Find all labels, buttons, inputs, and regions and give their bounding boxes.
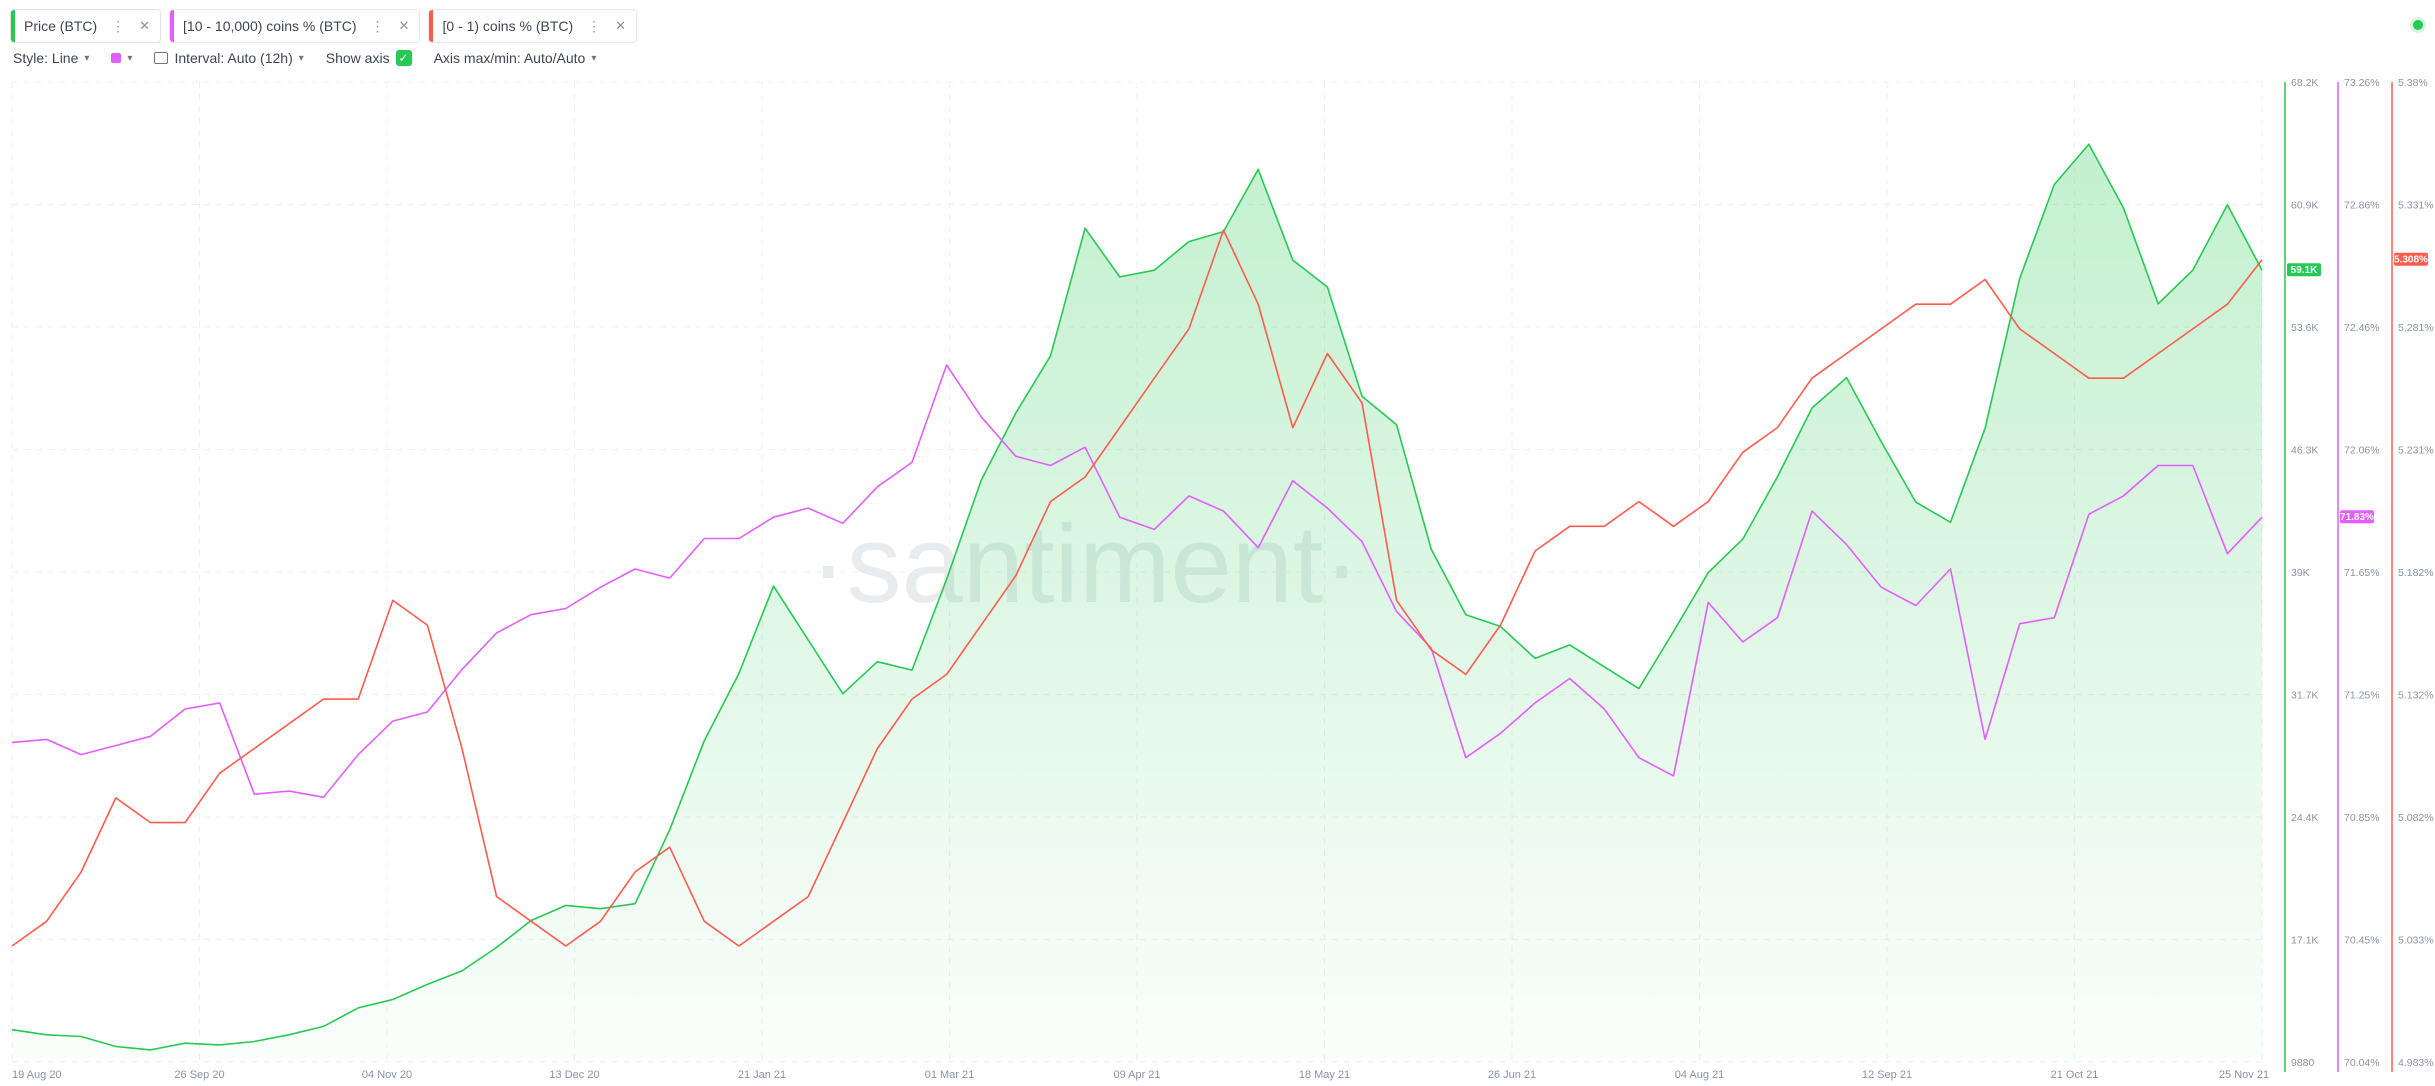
y-tick-label: 31.7K: [2291, 690, 2318, 702]
more-options-icon[interactable]: ⋮: [370, 17, 385, 34]
color-picker[interactable]: ▾: [111, 53, 132, 64]
axis-range-dropdown[interactable]: Axis max/min: Auto/Auto ▾: [434, 50, 597, 66]
chart-canvas[interactable]: ·santiment· 68.2K60.9K53.6K46.3K39K31.7K…: [0, 72, 2435, 1086]
metric-tab-label: Price (BTC): [24, 18, 98, 34]
x-tick-label: 19 Aug 20: [12, 1069, 62, 1081]
current-value-label: 5.308%: [2394, 255, 2428, 266]
metric-tab-whale-holders[interactable]: [10 - 10,000) coins % (BTC) ⋮ ✕: [169, 9, 421, 43]
y-tick-label: 68.2K: [2291, 77, 2318, 89]
x-tick-label: 04 Nov 20: [362, 1069, 412, 1081]
y-tick-label: 5.082%: [2398, 812, 2434, 824]
plot-area: [11, 143, 2263, 1062]
interval-dropdown[interactable]: Interval: Auto (12h) ▾: [154, 50, 304, 66]
style-dropdown[interactable]: Style: Line ▾: [13, 50, 89, 66]
y-tick-label: 70.85%: [2344, 812, 2380, 824]
current-value-label: 71.83%: [2340, 512, 2374, 523]
y-tick-label: 39K: [2291, 567, 2310, 579]
x-tick-label: 26 Jun 21: [1488, 1069, 1536, 1081]
chevron-down-icon: ▾: [127, 52, 133, 64]
series-color-bar: [170, 10, 175, 42]
x-tick-label: 04 Aug 21: [1675, 1069, 1725, 1081]
y-tick-label: 72.06%: [2344, 445, 2380, 457]
y-tick-label: 70.04%: [2344, 1057, 2380, 1069]
x-tick-label: 18 May 21: [1299, 1069, 1350, 1081]
x-axis: 19 Aug 20 26 Sep 20 04 Nov 20 13 Dec 20 21 J…: [12, 1069, 2269, 1081]
y-tick-label: 9880: [2291, 1057, 2315, 1069]
y-tick-label: 71.25%: [2344, 690, 2380, 702]
x-tick-label: 21 Oct 21: [2051, 1069, 2099, 1081]
checkbox-checked-icon[interactable]: ✓: [395, 50, 412, 66]
show-axis-toggle[interactable]: Show axis ✓: [326, 50, 412, 66]
x-tick-label: 21 Jan 21: [738, 1069, 786, 1081]
y-tick-label: 70.45%: [2344, 935, 2380, 947]
live-status-dot: [2413, 20, 2423, 30]
metric-tab-price[interactable]: Price (BTC) ⋮ ✕: [10, 9, 162, 43]
chevron-down-icon: ▾: [84, 52, 90, 64]
y-axes: 68.2K 60.9K 53.6K 46.3K 39K 31.7K 24.4K 17.1K 98…: [2284, 77, 2434, 1072]
y-tick-label: 5.182%: [2398, 567, 2434, 579]
y-tick-label: 24.4K: [2291, 812, 2318, 824]
y-tick-label: 4.983%: [2398, 1057, 2434, 1069]
y-tick-label: 17.1K: [2291, 935, 2318, 947]
y-tick-label: 73.26%: [2344, 77, 2380, 89]
y-tick-label: 5.331%: [2398, 200, 2434, 212]
current-value-badge: [2287, 263, 2321, 277]
current-value-badge: [2340, 510, 2374, 524]
chevron-down-icon: ▾: [298, 52, 304, 64]
x-tick-label: 09 Apr 21: [1113, 1069, 1160, 1081]
y-tick-label: 5.38%: [2398, 77, 2428, 89]
close-icon[interactable]: ✕: [139, 18, 151, 33]
y-tick-label: 72.86%: [2344, 200, 2380, 212]
close-icon[interactable]: ✕: [615, 18, 627, 33]
x-tick-label: 13 Dec 20: [549, 1069, 599, 1081]
y-tick-label: 71.65%: [2344, 567, 2380, 579]
series-color-bar: [11, 10, 15, 42]
series-line-1: [11, 364, 2263, 798]
calendar-icon: [154, 52, 169, 64]
y-tick-label: 5.231%: [2398, 445, 2434, 457]
chevron-down-icon: ▾: [591, 52, 597, 64]
series-line-0: [11, 143, 2263, 1051]
x-tick-label: 01 Mar 21: [925, 1069, 975, 1081]
axis-range-label: Axis max/min: Auto/Auto: [433, 50, 586, 66]
y-tick-label: 60.9K: [2291, 200, 2318, 212]
x-tick-label: 12 Sep 21: [1862, 1069, 1912, 1081]
metric-tab-small-holders[interactable]: [0 - 1) coins % (BTC) ⋮ ✕: [428, 9, 638, 43]
chart-settings-bar: Style: Line ▾ ▾ Interval: Auto (12h) ▾ S…: [13, 50, 596, 66]
x-tick-label: 26 Sep 20: [174, 1069, 224, 1081]
color-swatch-icon: [111, 53, 122, 63]
y-tick-label: 5.281%: [2398, 322, 2434, 334]
current-value-label: 59.1K: [2291, 265, 2318, 276]
y-tick-label: 5.132%: [2398, 690, 2434, 702]
price-area-fill: [12, 144, 2262, 1062]
more-options-icon[interactable]: ⋮: [587, 17, 602, 34]
y-tick-label: 53.6K: [2291, 322, 2318, 334]
series-line-2: [11, 229, 2263, 947]
metric-tab-label: [0 - 1) coins % (BTC): [442, 18, 574, 34]
y-tick-label: 72.46%: [2344, 322, 2380, 334]
x-tick-label: 25 Nov 21: [2219, 1069, 2269, 1081]
series-color-bar: [429, 10, 434, 42]
interval-label: Interval: Auto (12h): [174, 50, 293, 66]
y-tick-label: 46.3K: [2291, 445, 2318, 457]
current-value-badge: [2394, 252, 2428, 266]
close-icon[interactable]: ✕: [398, 18, 410, 33]
metric-tabs: Price (BTC) ⋮ ✕ [10 - 10,000) coins % (B…: [10, 9, 638, 43]
show-axis-label: Show axis: [325, 50, 390, 66]
style-label: Style: Line: [13, 50, 79, 66]
metric-tab-label: [10 - 10,000) coins % (BTC): [183, 18, 357, 34]
more-options-icon[interactable]: ⋮: [111, 17, 126, 34]
y-tick-label: 5.033%: [2398, 935, 2434, 947]
